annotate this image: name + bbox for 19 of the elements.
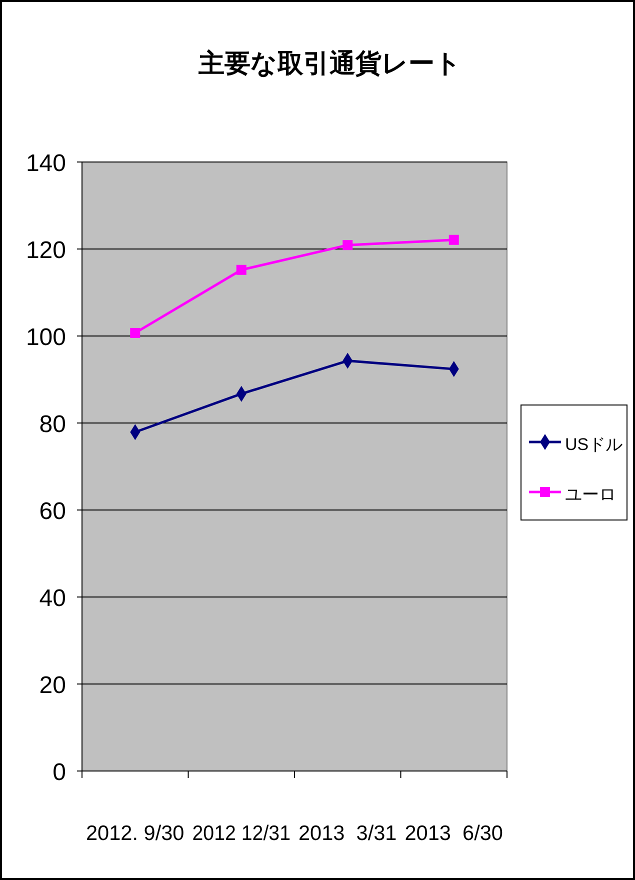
chart-title: 主要な取引通貨レート [198,48,462,78]
x-tick-label: 2013 3/31 [298,822,398,845]
x-tick-label: 2013 6/30 [404,822,504,845]
y-tick-label: 0 [52,759,66,786]
y-tick-label: 80 [39,411,66,438]
point [236,264,246,275]
point [342,240,353,250]
y-tick-label: 120 [26,237,66,264]
point [448,234,459,245]
x-tick-label: 2012. 9/30 [86,822,186,845]
x-tick-label: 2012 12/31 [192,822,298,845]
y-tick-label: 100 [26,324,66,351]
y-tick-label: 60 [39,498,66,525]
legend-label: ユーロ [565,485,616,504]
y-tick-label: 140 [26,150,66,177]
y-tick-label: 40 [39,585,66,612]
y-tick-label: 20 [39,672,66,699]
point [130,328,140,338]
legend-label: USドル [565,435,623,454]
